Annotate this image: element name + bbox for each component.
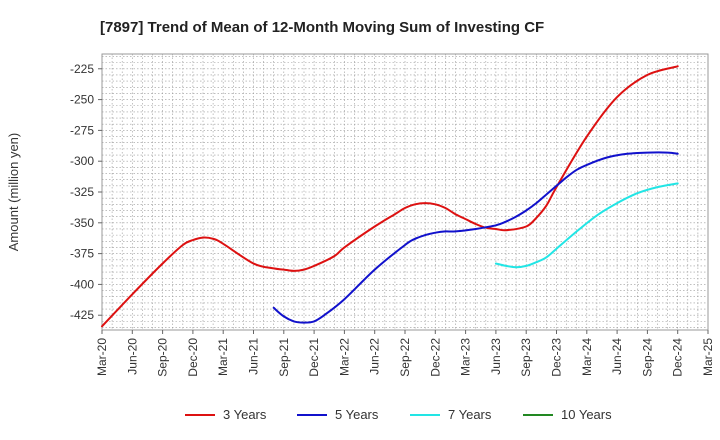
y-tick-label: -375 [70, 247, 94, 261]
x-tick-label: Dec-24 [671, 338, 685, 377]
y-tick-label: -350 [70, 216, 94, 230]
x-tick-label: Sep-21 [277, 338, 291, 377]
series-line-7-years [494, 182, 679, 269]
legend: 3 Years 5 Years 7 Years 10 Years [185, 407, 612, 422]
legend-label: 7 Years [448, 407, 492, 422]
y-tick-label: -425 [70, 308, 94, 322]
x-tick-label: Sep-23 [519, 338, 533, 377]
y-tick-label: -250 [70, 93, 94, 107]
x-tick-label: Dec-21 [307, 338, 321, 377]
y-tick-label: -325 [70, 185, 94, 199]
series-line-5-years [272, 151, 679, 324]
legend-label: 10 Years [561, 407, 612, 422]
x-tick-label: Dec-20 [186, 338, 200, 377]
x-tick-label: Sep-24 [640, 338, 654, 377]
x-tick-label: Jun-20 [125, 338, 139, 375]
legend-label: 3 Years [223, 407, 267, 422]
y-tick-label: -225 [70, 62, 94, 76]
x-tick-label: Jun-21 [247, 338, 261, 375]
x-tick-label: Mar-23 [459, 338, 473, 376]
series-lines [101, 65, 679, 328]
x-tick-label: Dec-22 [428, 338, 442, 377]
y-axis: -425 -400 -375 -350 -325 -300 -275 -250 -225 [70, 62, 102, 322]
x-tick-label: Dec-23 [550, 338, 564, 377]
x-tick-label: Jun-23 [489, 338, 503, 375]
legend-label: 5 Years [335, 407, 379, 422]
y-axis-label: Amount (million yen) [6, 133, 21, 252]
x-axis: Mar-20 Jun-20 Sep-20 Dec-20 Mar-21 Jun-21 Sep-… [95, 330, 715, 377]
x-tick-label: Sep-22 [398, 338, 412, 377]
x-tick-label: Jun-22 [368, 338, 382, 375]
x-tick-label: Mar-25 [701, 338, 715, 376]
x-tick-label: Mar-21 [216, 338, 230, 376]
chart-title: [7897] Trend of Mean of 12-Month Moving … [100, 19, 544, 36]
x-tick-label: Mar-24 [580, 338, 594, 376]
x-tick-label: Mar-22 [337, 338, 351, 376]
x-tick-label: Sep-20 [156, 338, 170, 377]
x-tick-label: Mar-20 [95, 338, 109, 376]
grid [102, 54, 708, 330]
x-tick-label: Jun-24 [610, 338, 624, 375]
y-tick-label: -300 [70, 154, 94, 168]
y-tick-label: -400 [70, 277, 94, 291]
y-tick-label: -275 [70, 123, 94, 137]
series-line-3-years [101, 65, 679, 328]
